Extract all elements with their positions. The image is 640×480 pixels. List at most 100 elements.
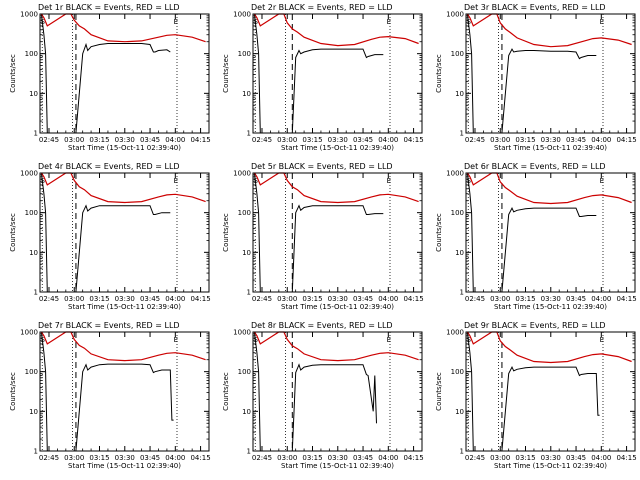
x-tick-label: 03:15	[89, 295, 109, 303]
start-marker: S	[467, 336, 472, 344]
chart-title: Det 3r BLACK = Events, RED = LLD	[464, 3, 606, 12]
y-tick-label: 10	[455, 90, 464, 98]
y-axis-label: Counts/sec	[9, 372, 17, 411]
x-tick-label: 04:00	[591, 136, 611, 144]
series-line-lld	[253, 13, 419, 47]
x-tick-label: 04:00	[165, 454, 185, 462]
start-marker: S	[254, 336, 259, 344]
chart-title: Det 2r BLACK = Events, RED = LLD	[251, 3, 393, 12]
chart-panel-5: Det 5r BLACK = Events, RED = LLD S E 1 10 100…	[222, 162, 424, 311]
series-line-lld	[40, 331, 206, 362]
series-line-events	[40, 13, 171, 134]
x-tick-label: 03:15	[302, 454, 322, 462]
x-tick-label: 04:00	[378, 136, 398, 144]
x-tick-label: 04:15	[403, 136, 423, 144]
chart-title: Det 6r BLACK = Events, RED = LLD	[464, 162, 606, 171]
x-tick-label: 04:00	[591, 454, 611, 462]
x-tick-label: 03:45	[140, 136, 160, 144]
plot-frame	[39, 13, 210, 134]
x-tick-label: 03:45	[566, 454, 586, 462]
x-tick-label: 03:00	[64, 295, 84, 303]
x-tick-label: 03:15	[89, 454, 109, 462]
x-tick-label: 03:00	[64, 454, 84, 462]
end-marker: E	[174, 18, 178, 26]
y-tick-label: 100	[25, 209, 38, 217]
end-marker: E	[600, 18, 604, 26]
y-tick-label: 10	[29, 90, 38, 98]
series-line-lld	[466, 331, 632, 364]
end-marker: E	[387, 177, 391, 185]
y-axis-label: Counts/sec	[222, 213, 230, 252]
series-line-lld	[466, 172, 632, 205]
x-tick-label: 03:45	[140, 454, 160, 462]
plot-frame	[465, 331, 636, 452]
x-tick-label: 03:45	[353, 136, 373, 144]
chart-title: Det 5r BLACK = Events, RED = LLD	[251, 162, 393, 171]
x-tick-label: 03:15	[89, 136, 109, 144]
y-axis-label: Counts/sec	[9, 54, 17, 93]
x-tick-label: 03:45	[353, 454, 373, 462]
x-tick-label: 02:45	[39, 136, 59, 144]
y-tick-label: 100	[25, 368, 38, 376]
y-tick-label: 100	[451, 209, 464, 217]
chart-title: Det 1r BLACK = Events, RED = LLD	[38, 3, 180, 12]
series-line-lld	[40, 172, 206, 204]
series-line-events	[40, 331, 174, 452]
x-tick-label: 02:45	[465, 454, 485, 462]
y-tick-label: 1000	[20, 329, 38, 337]
y-tick-label: 10	[455, 408, 464, 416]
series-line-events	[466, 13, 597, 134]
x-tick-label: 03:15	[515, 454, 535, 462]
x-tick-label: 02:45	[465, 295, 485, 303]
x-tick-label: 03:00	[490, 295, 510, 303]
x-tick-label: 02:45	[252, 136, 272, 144]
x-tick-label: 03:45	[140, 295, 160, 303]
y-tick-label: 100	[238, 209, 251, 217]
y-axis-label: Counts/sec	[435, 372, 443, 411]
y-axis-label: Counts/sec	[9, 213, 17, 252]
chart-title: Det 7r BLACK = Events, RED = LLD	[38, 321, 180, 330]
y-tick-label: 10	[455, 249, 464, 257]
x-axis-label: Start Time (15-Oct-11 02:39:40)	[68, 303, 181, 311]
chart-panel-6: Det 6r BLACK = Events, RED = LLD S E 1 10 100…	[435, 162, 637, 311]
series-line-lld	[253, 172, 419, 204]
y-axis-label: Counts/sec	[435, 213, 443, 252]
x-axis-label: Start Time (15-Oct-11 02:39:40)	[494, 303, 607, 311]
x-tick-label: 03:30	[541, 295, 561, 303]
chart-panel-2: Det 2r BLACK = Events, RED = LLD S E 1 10 100…	[222, 3, 424, 152]
chart-panel-8: Det 8r BLACK = Events, RED = LLD S E 1 10 100…	[222, 321, 424, 470]
x-tick-label: 03:30	[328, 136, 348, 144]
chart-panel-4: Det 4r BLACK = Events, RED = LLD S E 1 10 100…	[9, 162, 211, 311]
y-tick-label: 1	[34, 130, 38, 138]
x-tick-label: 03:45	[353, 295, 373, 303]
x-tick-label: 03:00	[64, 136, 84, 144]
y-tick-label: 1000	[233, 329, 251, 337]
y-tick-label: 100	[451, 50, 464, 58]
x-tick-label: 03:15	[515, 136, 535, 144]
x-tick-label: 04:00	[591, 295, 611, 303]
y-tick-label: 1	[247, 289, 251, 297]
chart-title: Det 9r BLACK = Events, RED = LLD	[464, 321, 606, 330]
plot-frame	[465, 13, 636, 134]
plot-frame	[465, 172, 636, 293]
y-tick-label: 1000	[233, 11, 251, 19]
end-marker: E	[387, 336, 391, 344]
x-tick-label: 02:45	[39, 454, 59, 462]
chart-panel-1: Det 1r BLACK = Events, RED = LLD S E 1 10 100…	[9, 3, 211, 152]
x-tick-label: 03:30	[115, 454, 135, 462]
x-axis-label: Start Time (15-Oct-11 02:39:40)	[68, 144, 181, 152]
y-axis-label: Counts/sec	[222, 372, 230, 411]
plot-frame	[252, 13, 423, 134]
x-tick-label: 03:45	[566, 295, 586, 303]
y-tick-label: 100	[25, 50, 38, 58]
end-marker: E	[174, 177, 178, 185]
x-tick-label: 02:45	[465, 136, 485, 144]
x-tick-label: 04:15	[403, 295, 423, 303]
x-tick-label: 03:30	[541, 136, 561, 144]
series-line-lld	[253, 331, 419, 362]
y-tick-label: 1000	[20, 170, 38, 178]
series-line-events	[40, 172, 171, 293]
x-tick-label: 04:15	[190, 136, 210, 144]
series-line-events	[253, 331, 377, 452]
y-tick-label: 100	[238, 50, 251, 58]
